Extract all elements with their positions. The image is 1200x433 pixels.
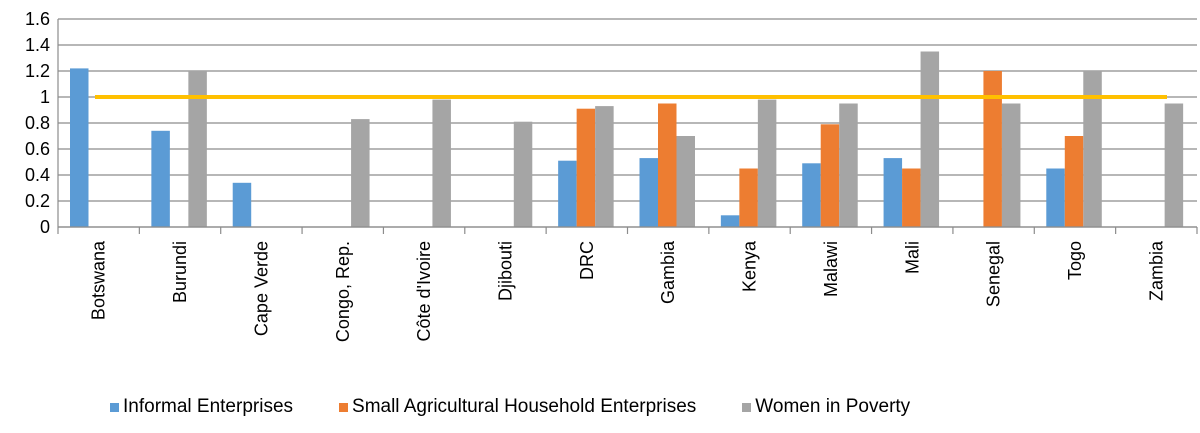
x-tick-label: Congo, Rep. [333,241,353,342]
x-tick-label: Cape Verde [251,241,271,336]
bar-informal-enterprises-togo [1046,168,1065,227]
y-tick-label: 1 [40,87,50,107]
bar-informal-enterprises-botswana [70,68,89,228]
y-tick-label: 1.6 [25,9,50,29]
bar-women-in-poverty-senegal [1001,103,1021,227]
bar-small-agricultural-household-enterprises-togo [1064,136,1084,227]
x-tick-label: Botswana [89,240,109,320]
y-tick-label: 0.2 [25,191,50,211]
bar-informal-enterprises-drc [558,160,577,227]
x-tick-label: Burundi [170,241,190,303]
x-tick-label: Mali [902,241,922,274]
bar-informal-enterprises-cape-verde [232,182,252,227]
legend-item: Informal Enterprises [110,396,293,418]
x-tick-label: Djibouti [495,241,515,301]
legend-label: Small Agricultural Household Enterprises [352,396,697,417]
y-axis: 0 0.2 0.4 0.6 0.8 1 1.2 1.4 1.6 [25,9,59,237]
x-tick-label: Malawi [821,241,841,297]
bar-informal-enterprises-kenya [720,215,740,227]
bar-women-in-poverty-djibouti [513,121,533,227]
x-tick-label: Côte d'Ivoire [414,241,434,342]
y-tick-label: 0.6 [25,139,50,159]
bar-women-in-poverty-c-te-d-ivoire [432,99,451,227]
bar-informal-enterprises-burundi [151,130,170,227]
bar-women-in-poverty-burundi [188,71,207,227]
x-tick-label: Zambia [1146,240,1166,301]
legend-item: Women in Poverty [742,396,910,418]
bar-small-agricultural-household-enterprises-senegal [983,71,1002,227]
legend-item: Small Agricultural Household Enterprises [339,396,696,418]
bar-women-in-poverty-kenya [757,99,777,227]
y-tick-label: 0.8 [25,113,50,133]
y-tick-label: 0 [40,217,50,237]
legend-swatch [110,402,119,412]
x-tick-label: Kenya [740,240,760,292]
bar-women-in-poverty-malawi [839,103,858,227]
legend-swatch [339,402,349,412]
bar-women-in-poverty-congo-rep- [351,119,370,227]
bar-informal-enterprises-gambia [639,158,658,227]
gridlines [58,18,1197,228]
bar-women-in-poverty-togo [1083,71,1102,227]
bar-informal-enterprises-mali [883,158,903,227]
bar-informal-enterprises-malawi [802,163,821,227]
bar-women-in-poverty-drc [595,106,614,227]
bar-small-agricultural-household-enterprises-drc [576,108,596,227]
bar-women-in-poverty-zambia [1164,103,1184,227]
y-tick-label: 0.4 [25,165,50,185]
bars [70,51,1184,228]
bar-small-agricultural-household-enterprises-kenya [739,168,758,227]
x-tick-label: DRC [577,241,597,280]
bar-chart: 0 0.2 0.4 0.6 0.8 1 1.2 1.4 1.6 Botswana Burundi C… [25,9,1198,342]
bar-small-agricultural-household-enterprises-gambia [658,103,677,227]
bar-small-agricultural-household-enterprises-mali [902,168,921,227]
x-tick-label: Senegal [984,241,1004,307]
y-tick-label: 1.4 [25,35,50,55]
legend-label: Women in Poverty [755,396,911,417]
bar-small-agricultural-household-enterprises-malawi [820,124,840,227]
bar-women-in-poverty-gambia [676,136,695,227]
x-tick-label: Gambia [658,240,678,304]
bar-women-in-poverty-mali [920,51,940,227]
x-tick-label: Togo [1065,241,1085,280]
x-axis: Botswana Burundi Cape Verde Congo, Rep. Côte… [57,226,1198,342]
legend-label: Informal Enterprises [123,396,294,417]
y-tick-label: 1.2 [25,61,50,81]
legend: Informal Enterprises Small Agricultural H… [110,396,956,418]
legend-swatch [742,402,752,412]
